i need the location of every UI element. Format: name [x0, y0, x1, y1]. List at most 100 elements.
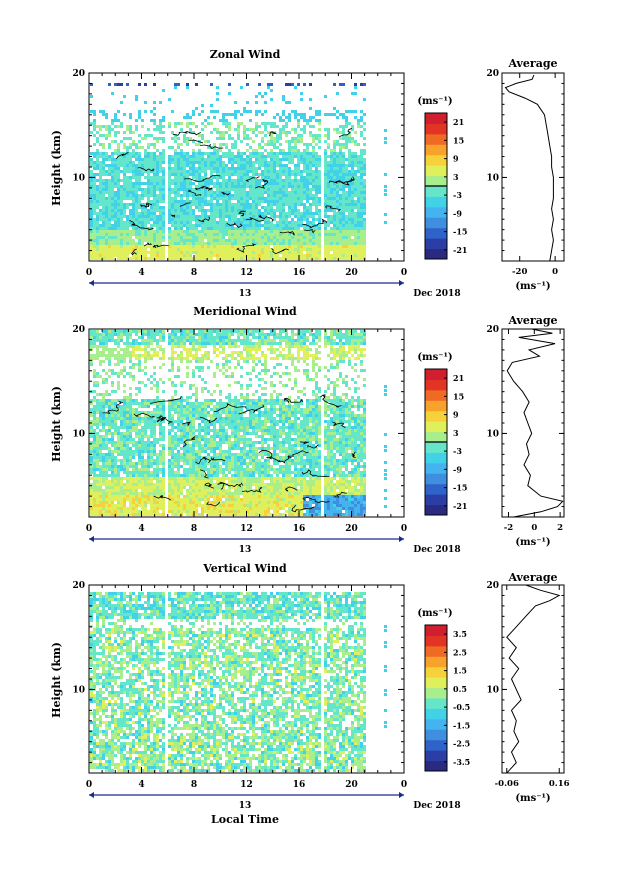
colorbar-unit: (ms⁻¹) [417, 608, 452, 619]
colorbar-frame [424, 624, 448, 772]
colorbar-swatch [425, 718, 447, 730]
colorbar-tick-label: -15 [453, 227, 467, 237]
colorbar-swatch [425, 687, 447, 699]
colorbar-swatch [425, 389, 447, 401]
average-y-tick-label: 20 [486, 325, 499, 335]
x-tick-label: 20 [345, 780, 358, 790]
colorbar-tick-label: -9 [453, 208, 462, 218]
average-y-tick-label: 20 [486, 69, 499, 79]
x-tick-label: 0 [401, 524, 407, 534]
day-label: 13 [239, 289, 252, 299]
colorbar-swatch [425, 206, 447, 218]
average-x-tick-label: 2 [557, 523, 563, 533]
colorbar-swatch [425, 227, 447, 239]
colorbar-tick-label: -3 [453, 446, 462, 456]
vertical-wind-panel: Vertical Wind Average (ms⁻¹) Dec 2018 13… [50, 562, 570, 826]
colorbar-tick-label: -3 [453, 190, 462, 200]
colorbar-swatch [425, 729, 447, 741]
colorbar-tick-label: 3 [453, 428, 459, 438]
zonal-wind-panel: Zonal Wind Average (ms⁻¹) Dec 2018 13 He… [50, 48, 565, 299]
x-tick-label: 8 [191, 268, 197, 278]
day-axis-arrow-right [399, 280, 404, 286]
y-tick-label: 20 [72, 581, 85, 591]
date-label: Dec 2018 [413, 801, 460, 811]
average-x-unit: (ms⁻¹) [515, 281, 550, 292]
colorbar-swatch [425, 123, 447, 135]
colorbar-tick-label: 3.5 [453, 629, 467, 639]
colorbar-swatch [425, 248, 447, 260]
colorbar-tick-label: 1.5 [453, 666, 467, 676]
colorbar-swatch [425, 494, 447, 506]
average-profile-line [506, 584, 561, 774]
colorbar-unit: (ms⁻¹) [417, 96, 452, 107]
colorbar-swatch [425, 708, 447, 720]
zero-contours [115, 127, 355, 256]
colorbar-swatch [425, 645, 447, 657]
x-tick-label: 0 [401, 268, 407, 278]
colorbar-swatch [425, 750, 447, 762]
colorbar-swatch [425, 666, 447, 678]
heatmap-cells [90, 83, 387, 260]
day-axis-arrow-right [399, 792, 404, 798]
panel-title: Vertical Wind [202, 562, 287, 575]
x-tick-label: 20 [345, 268, 358, 278]
colorbar-swatch [425, 113, 447, 124]
heatmap-cells [90, 330, 387, 516]
colorbar-swatch [425, 379, 447, 391]
colorbar-tick-label: 21 [453, 117, 464, 127]
x-tick-label: 4 [138, 268, 144, 278]
day-axis-arrow-left [89, 280, 94, 286]
day-axis-arrow-right [399, 536, 404, 542]
day-label: 13 [239, 801, 252, 811]
colorbar-tick-label: -3.5 [453, 757, 470, 767]
colorbar-swatch [425, 677, 447, 689]
zero-contours [102, 394, 356, 513]
colorbar-tick-label: -21 [453, 245, 467, 255]
average-frame [501, 72, 565, 262]
x-tick-label: 8 [191, 524, 197, 534]
x-tick-label: 16 [293, 268, 306, 278]
colorbar-swatch [425, 452, 447, 464]
colorbar-swatch [425, 369, 447, 380]
colorbar-tick-label: -15 [453, 483, 467, 493]
colorbar-swatch [425, 442, 447, 453]
y-tick-label: 20 [72, 69, 85, 79]
colorbar-swatch [425, 196, 447, 208]
average-x-tick-label: 0 [552, 267, 558, 277]
colorbar-tick-label: -9 [453, 464, 462, 474]
average-x-tick-label: -2 [504, 523, 514, 533]
average-profile-line [506, 328, 564, 518]
day-axis-arrow-left [89, 536, 94, 542]
x-tick-label: 12 [240, 780, 253, 790]
date-label: Dec 2018 [413, 289, 460, 299]
average-y-tick-label: 10 [486, 429, 499, 439]
colorbar-tick-label: 21 [453, 373, 464, 383]
colorbar-swatch [425, 760, 447, 772]
x-tick-label: 12 [240, 268, 253, 278]
average-profile-line [504, 74, 554, 262]
colorbar-swatch [425, 504, 447, 516]
colorbar-tick-label: 3 [453, 172, 459, 182]
average-x-tick-label: -20 [512, 267, 527, 277]
colorbar-swatch [425, 739, 447, 751]
x-tick-label: 0 [401, 780, 407, 790]
y-tick-label: 10 [72, 173, 85, 183]
x-tick-label: 4 [138, 524, 144, 534]
colorbar-swatch [425, 421, 447, 433]
meridional-wind-panel: Meridional Wind Average (ms⁻¹) Dec 2018 … [50, 305, 565, 555]
colorbar-tick-label: -2.5 [453, 739, 470, 749]
average-y-tick-label: 20 [486, 581, 499, 591]
colorbar-tick-label: -0.5 [453, 702, 470, 712]
x-tick-label: 16 [293, 524, 306, 534]
y-tick-label: 10 [72, 429, 85, 439]
colorbar-swatch [425, 175, 447, 187]
day-axis-arrow-left [89, 792, 94, 798]
colorbar-swatch [425, 133, 447, 145]
colorbar-tick-label: 9 [453, 410, 459, 420]
date-label: Dec 2018 [413, 545, 460, 555]
colorbar-swatch [425, 144, 447, 156]
average-x-unit: (ms⁻¹) [515, 537, 550, 548]
y-axis-label: Height (km) [50, 386, 63, 462]
y-axis-label: Height (km) [50, 642, 63, 718]
